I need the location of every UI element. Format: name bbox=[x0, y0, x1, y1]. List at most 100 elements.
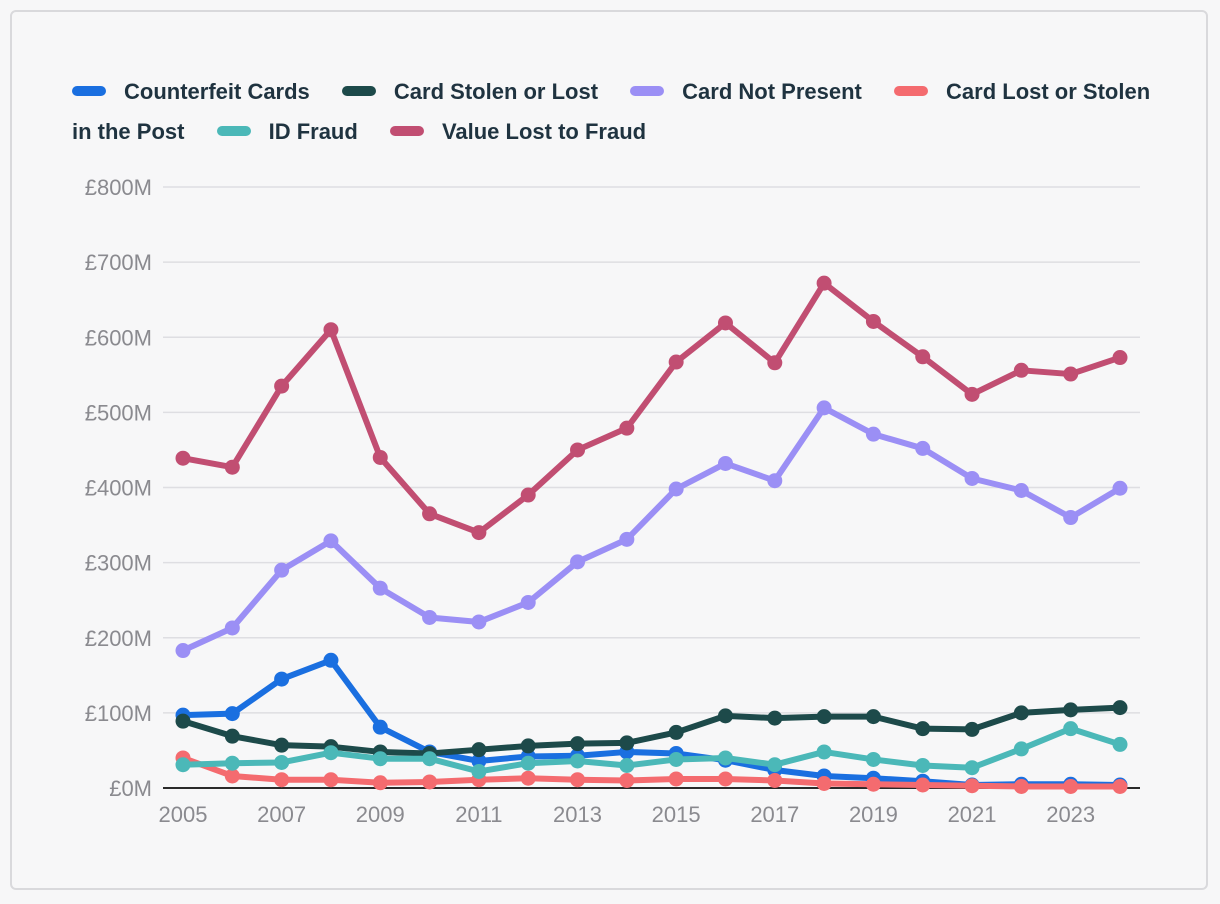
x-tick-label: 2005 bbox=[159, 802, 208, 827]
data-point-card-stolen-or-lost bbox=[175, 713, 191, 729]
data-point-id-fraud bbox=[175, 757, 191, 773]
x-tick-label: 2011 bbox=[455, 802, 502, 827]
data-point-card-not-present bbox=[570, 554, 586, 570]
legend-swatch bbox=[72, 86, 106, 97]
data-point-card-not-present bbox=[619, 531, 635, 547]
y-tick-label: £500M bbox=[85, 400, 152, 425]
y-tick-label: £800M bbox=[85, 175, 152, 200]
legend-label: Card Lost or Stolen in the Post bbox=[72, 79, 1151, 144]
series-line-value-lost-to-fraud bbox=[180, 280, 1123, 536]
data-point-value-lost-to-fraud bbox=[422, 506, 438, 522]
data-point-card-stolen-or-lost bbox=[668, 724, 684, 740]
data-point-card-not-present bbox=[964, 470, 980, 486]
data-point-counterfeit-cards bbox=[372, 719, 388, 735]
data-point-card-lost-or-stolen-in-the-post bbox=[668, 771, 684, 787]
data-point-card-stolen-or-lost bbox=[224, 728, 240, 744]
legend-swatch bbox=[216, 126, 251, 137]
data-point-counterfeit-cards bbox=[274, 671, 290, 687]
data-point-value-lost-to-fraud bbox=[1013, 362, 1029, 378]
data-point-card-lost-or-stolen-in-the-post bbox=[224, 768, 240, 784]
x-tick-label: 2009 bbox=[356, 802, 405, 827]
data-point-card-not-present bbox=[717, 455, 733, 471]
x-tick-label: 2023 bbox=[1046, 802, 1095, 827]
data-point-value-lost-to-fraud bbox=[570, 442, 586, 458]
data-point-id-fraud bbox=[1112, 736, 1128, 752]
data-point-card-lost-or-stolen-in-the-post bbox=[570, 772, 586, 788]
legend-label: Card Not Present bbox=[682, 79, 862, 104]
data-point-card-not-present bbox=[1013, 483, 1029, 499]
data-point-card-lost-or-stolen-in-the-post bbox=[323, 772, 339, 788]
data-point-id-fraud bbox=[520, 755, 536, 771]
data-point-card-not-present bbox=[323, 533, 339, 549]
data-point-card-stolen-or-lost bbox=[767, 710, 783, 726]
data-point-id-fraud bbox=[471, 763, 487, 779]
data-point-id-fraud bbox=[224, 755, 240, 771]
legend-label: ID Fraud bbox=[268, 119, 358, 144]
data-point-value-lost-to-fraud bbox=[520, 487, 536, 503]
data-point-card-stolen-or-lost bbox=[619, 735, 635, 751]
data-point-card-not-present bbox=[1112, 480, 1128, 496]
data-point-card-not-present bbox=[422, 609, 438, 625]
data-point-card-not-present bbox=[372, 580, 388, 596]
chart-legend: Counterfeit Cards Card Stolen or Lost Ca… bbox=[72, 72, 1152, 152]
data-point-card-lost-or-stolen-in-the-post bbox=[274, 772, 290, 788]
data-point-value-lost-to-fraud bbox=[1112, 350, 1128, 366]
legend-item-card-not-present[interactable]: Card Not Present bbox=[630, 79, 862, 104]
legend-item-card-lost-or-stolen-in-post[interactable]: Card Lost or Stolen in the Post bbox=[72, 79, 1150, 144]
data-point-id-fraud bbox=[717, 750, 733, 766]
legend-label: Value Lost to Fraud bbox=[441, 119, 647, 144]
legend-swatch bbox=[341, 86, 376, 97]
data-point-id-fraud bbox=[915, 757, 931, 773]
data-point-value-lost-to-fraud bbox=[1063, 366, 1079, 382]
data-point-value-lost-to-fraud bbox=[915, 349, 931, 365]
data-point-card-stolen-or-lost bbox=[717, 708, 733, 724]
data-point-value-lost-to-fraud bbox=[964, 386, 980, 402]
data-point-card-not-present bbox=[915, 440, 931, 456]
data-point-card-stolen-or-lost bbox=[1112, 700, 1128, 716]
data-point-id-fraud bbox=[1063, 721, 1079, 737]
data-point-card-not-present bbox=[175, 643, 191, 659]
data-point-id-fraud bbox=[570, 753, 586, 769]
data-point-card-lost-or-stolen-in-the-post bbox=[816, 775, 832, 791]
data-point-value-lost-to-fraud bbox=[668, 354, 684, 370]
x-tick-label: 2019 bbox=[849, 802, 898, 827]
data-point-card-stolen-or-lost bbox=[964, 721, 980, 737]
data-point-card-not-present bbox=[767, 473, 783, 489]
data-point-card-not-present bbox=[274, 562, 290, 578]
data-point-value-lost-to-fraud bbox=[619, 420, 635, 436]
legend-item-counterfeit-cards[interactable]: Counterfeit Cards bbox=[72, 79, 310, 104]
y-tick-label: £0M bbox=[109, 776, 152, 801]
data-point-card-not-present bbox=[865, 426, 881, 442]
legend-item-card-stolen-or-lost[interactable]: Card Stolen or Lost bbox=[341, 79, 598, 104]
legend-item-value-lost-to-fraud[interactable]: Value Lost to Fraud bbox=[389, 119, 647, 144]
legend-swatch bbox=[630, 86, 665, 97]
series-line-card-stolen-or-lost bbox=[180, 704, 1123, 757]
y-tick-label: £200M bbox=[85, 626, 152, 651]
data-point-counterfeit-cards bbox=[323, 652, 339, 668]
data-point-card-stolen-or-lost bbox=[865, 709, 881, 725]
data-point-card-stolen-or-lost bbox=[570, 736, 586, 752]
data-point-card-lost-or-stolen-in-the-post bbox=[520, 770, 536, 786]
data-point-value-lost-to-fraud bbox=[323, 322, 339, 338]
data-point-value-lost-to-fraud bbox=[274, 378, 290, 394]
legend-item-id-fraud[interactable]: ID Fraud bbox=[216, 119, 358, 144]
data-point-card-lost-or-stolen-in-the-post bbox=[1063, 778, 1079, 794]
data-point-card-stolen-or-lost bbox=[816, 709, 832, 725]
data-point-card-lost-or-stolen-in-the-post bbox=[1112, 778, 1128, 794]
y-tick-label: £600M bbox=[85, 325, 152, 350]
data-point-id-fraud bbox=[865, 751, 881, 767]
data-point-card-lost-or-stolen-in-the-post bbox=[422, 774, 438, 790]
data-point-value-lost-to-fraud bbox=[175, 450, 191, 466]
data-point-card-not-present bbox=[224, 620, 240, 636]
data-point-card-lost-or-stolen-in-the-post bbox=[372, 775, 388, 791]
x-tick-label: 2015 bbox=[652, 802, 701, 827]
data-point-value-lost-to-fraud bbox=[471, 525, 487, 541]
data-point-card-stolen-or-lost bbox=[471, 742, 487, 758]
data-point-card-stolen-or-lost bbox=[1063, 702, 1079, 718]
data-point-card-stolen-or-lost bbox=[915, 721, 931, 737]
data-point-card-lost-or-stolen-in-the-post bbox=[717, 771, 733, 787]
data-point-id-fraud bbox=[964, 760, 980, 776]
data-point-card-not-present bbox=[668, 481, 684, 497]
data-point-card-lost-or-stolen-in-the-post bbox=[619, 772, 635, 788]
